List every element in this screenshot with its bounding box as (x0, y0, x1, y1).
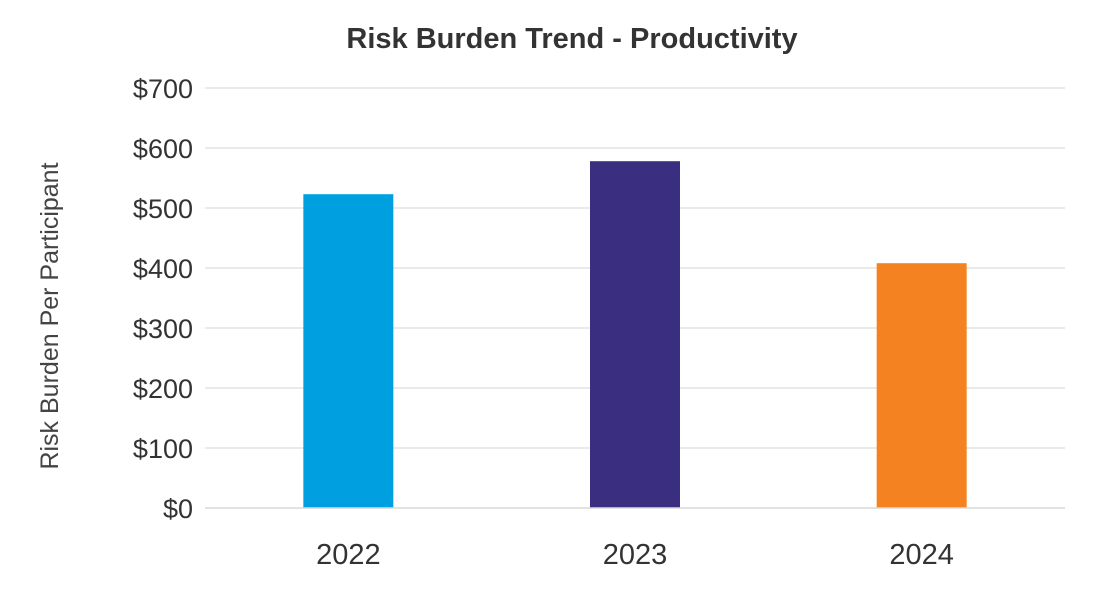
x-tick-label: 2022 (316, 539, 381, 571)
x-axis-ticks: 2022 2023 2024 (316, 539, 954, 571)
bar-2024 (876, 263, 967, 508)
bar-2022 (303, 194, 394, 508)
bar-2023 (590, 161, 680, 508)
y-tick-label: $400 (133, 254, 193, 284)
y-tick-label: $500 (133, 194, 193, 224)
bars (303, 161, 967, 508)
x-tick-label: 2024 (889, 539, 954, 571)
chart-title: Risk Burden Trend - Productivity (346, 23, 797, 55)
y-tick-label: $200 (133, 374, 193, 404)
y-tick-label: $0 (163, 494, 193, 524)
y-axis-label: Risk Burden Per Participant (36, 162, 64, 469)
y-tick-label: $300 (133, 314, 193, 344)
y-tick-label: $600 (133, 134, 193, 164)
y-tick-label: $700 (133, 74, 193, 104)
x-tick-label: 2023 (603, 539, 668, 571)
y-axis-ticks: $0 $100 $200 $300 $400 $500 $600 $700 (133, 74, 193, 524)
y-tick-label: $100 (133, 434, 193, 464)
